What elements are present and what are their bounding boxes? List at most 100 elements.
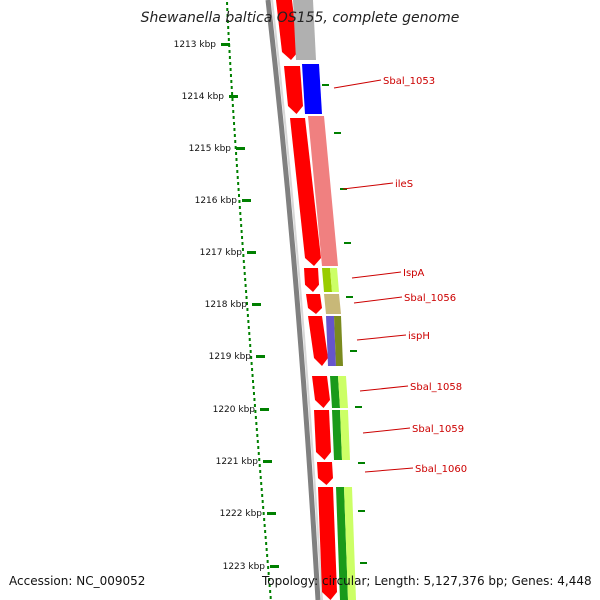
outer-scale-dash (322, 84, 329, 86)
gene-label: Sbal_1053 (383, 76, 435, 87)
scale-dot (227, 32, 230, 35)
scale-dot (269, 590, 272, 593)
scale-dot (242, 260, 245, 263)
scale-dot (238, 206, 241, 209)
forward-gene-arrow (317, 462, 333, 485)
scale-tick-label: 1221 kbp (216, 457, 259, 467)
outer-scale-dash (355, 406, 362, 408)
scale-dot (228, 56, 231, 59)
gene-label-leader (362, 427, 411, 434)
scale-dot (247, 326, 250, 329)
scale-tick-label: 1219 kbp (209, 352, 252, 362)
scale-dot (232, 116, 235, 119)
gene-band-gray (293, 0, 316, 60)
scale-dot (231, 98, 234, 101)
scale-dot (250, 362, 253, 365)
scale-dot (252, 380, 255, 383)
scale-dot (267, 572, 270, 575)
gene-label: Sbal_1059 (412, 424, 464, 435)
scale-dot (257, 452, 260, 455)
accession-text: Accession: NC_009052 (9, 574, 146, 588)
scale-tick (247, 251, 256, 254)
scale-dot (236, 176, 239, 179)
scale-dot (252, 386, 255, 389)
gene-label-leader (342, 182, 394, 190)
scale-dot (242, 254, 245, 257)
forward-gene-arrow (276, 0, 298, 60)
gene-label-leader (351, 271, 402, 279)
scale-dot (244, 278, 247, 281)
scale-dot (236, 170, 239, 173)
scale-dot (249, 344, 252, 347)
gene-label-leader (356, 334, 407, 341)
forward-gene-arrow (314, 410, 331, 460)
scale-dot (241, 242, 244, 245)
gene-label: Sbal_1056 (404, 293, 456, 304)
gene-label-leader (353, 296, 403, 304)
forward-gene-arrow (290, 118, 321, 266)
scale-tick (221, 43, 230, 46)
forward-gene-arrow (318, 487, 337, 600)
scale-dot (247, 320, 250, 323)
scale-dot (243, 266, 246, 269)
scale-dot (253, 398, 256, 401)
scale-dot (262, 512, 265, 515)
scale-dot (230, 80, 233, 83)
scale-dot (260, 482, 263, 485)
scale-dot (253, 404, 256, 407)
summary-text: Topology: circular; Length: 5,127,376 bp… (262, 574, 592, 588)
gene-label: Sbal_1058 (410, 382, 462, 393)
outer-scale-dash (350, 350, 357, 352)
scale-dot (241, 248, 244, 251)
scale-dot (240, 230, 243, 233)
scale-dot (227, 26, 230, 29)
scale-dot (248, 338, 251, 341)
scale-dot (255, 428, 258, 431)
scale-dot (266, 560, 269, 563)
scale-dot (237, 188, 240, 191)
scale-dot (263, 524, 266, 527)
gene-label: ispH (408, 331, 430, 342)
scale-dot (238, 200, 241, 203)
scale-tick (236, 147, 245, 150)
scale-tick-label: 1213 kbp (174, 40, 217, 50)
scale-dot (258, 458, 261, 461)
gene-label: Sbal_1060 (415, 464, 467, 475)
forward-gene-arrow (308, 316, 328, 366)
gene-band-khaki (324, 294, 341, 314)
scale-dot (262, 506, 265, 509)
gene-band-palegreen (338, 376, 348, 408)
scale-dot (226, 20, 229, 23)
gene-band-palegreen (330, 268, 339, 292)
scale-dot (263, 518, 266, 521)
scale-dot (245, 302, 248, 305)
scale-dot (234, 146, 237, 149)
scale-tick-label: 1217 kbp (200, 248, 243, 258)
scale-dot (239, 212, 242, 215)
scale-dot (235, 164, 238, 167)
scale-dot (237, 182, 240, 185)
scale-dot (229, 68, 232, 71)
scale-dot (233, 128, 236, 131)
scale-tick-label: 1216 kbp (195, 196, 238, 206)
outer-scale-dash (334, 132, 341, 134)
scale-dot (256, 434, 259, 437)
scale-dot (228, 50, 231, 53)
gene-band-pink (308, 116, 338, 266)
scale-tick-label: 1222 kbp (220, 509, 263, 519)
forward-gene-arrow (304, 268, 319, 292)
scale-dot (249, 350, 252, 353)
scale-dot (256, 440, 259, 443)
scale-dot (235, 158, 238, 161)
gene-label-leader (333, 79, 382, 89)
gene-band-violet (326, 316, 336, 366)
scale-tick (263, 460, 272, 463)
scale-tick (252, 303, 261, 306)
scale-dot (250, 356, 253, 359)
map-title: Shewanella baltica OS155, complete genom… (140, 10, 460, 26)
scale-tick (229, 95, 238, 98)
backbone-line (271, 0, 323, 600)
scale-dot (259, 476, 262, 479)
scale-dot (231, 92, 234, 95)
scale-dot (227, 38, 230, 41)
